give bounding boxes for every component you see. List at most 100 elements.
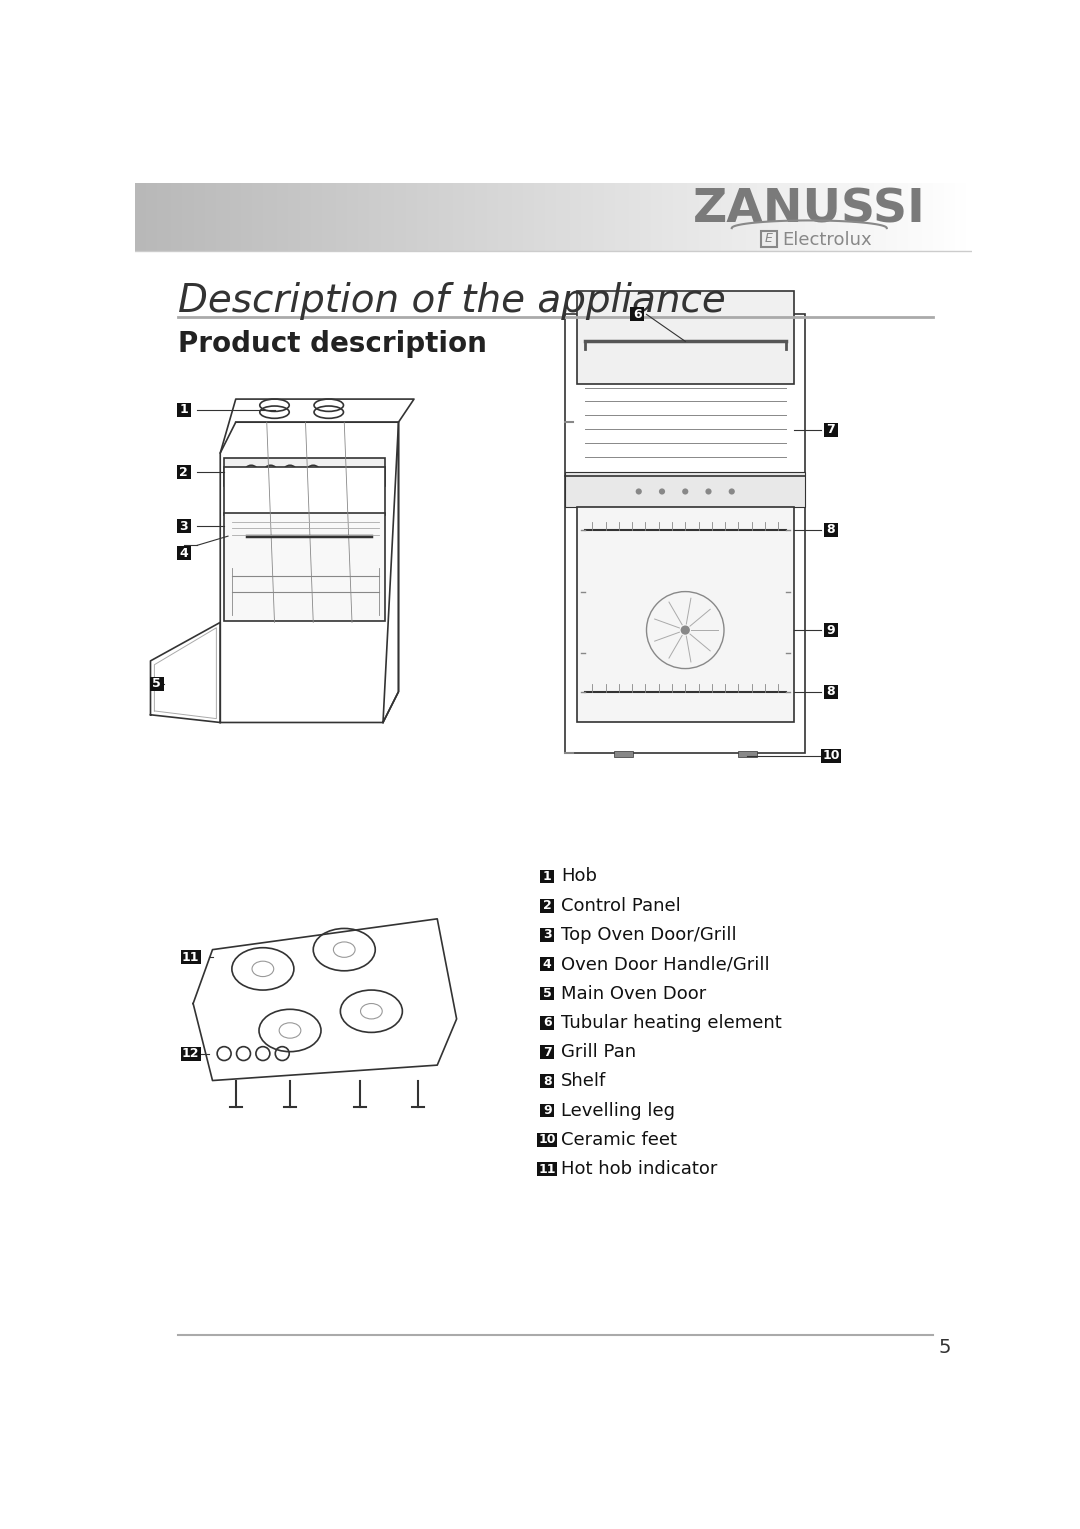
Bar	[158, 183, 161, 251]
Bar	[771, 183, 774, 251]
Bar	[230, 183, 233, 251]
Bar	[299, 183, 302, 251]
Bar	[350, 183, 353, 251]
Bar	[914, 183, 917, 251]
Bar	[306, 183, 309, 251]
Bar	[347, 183, 350, 251]
Bar	[378, 183, 381, 251]
Bar	[813, 183, 816, 251]
Bar	[579, 183, 582, 251]
Text: 1: 1	[179, 404, 188, 416]
Bar	[623, 183, 626, 251]
FancyBboxPatch shape	[540, 870, 554, 884]
Bar	[258, 183, 261, 251]
Bar	[278, 183, 281, 251]
Bar	[875, 183, 878, 251]
Bar	[495, 183, 498, 251]
Bar	[573, 183, 577, 251]
Bar	[604, 183, 607, 251]
Bar	[657, 183, 660, 251]
FancyBboxPatch shape	[177, 546, 191, 560]
Bar	[512, 183, 515, 251]
Bar	[454, 183, 456, 251]
Bar	[503, 183, 507, 251]
Bar	[160, 183, 163, 251]
Text: 3: 3	[543, 928, 552, 942]
Bar	[718, 183, 721, 251]
Bar	[685, 183, 688, 251]
Circle shape	[680, 625, 690, 635]
FancyBboxPatch shape	[150, 677, 164, 691]
Bar	[835, 183, 838, 251]
Bar	[285, 183, 288, 251]
Bar	[794, 183, 797, 251]
FancyBboxPatch shape	[180, 951, 201, 965]
Text: Oven Door Handle/Grill: Oven Door Handle/Grill	[562, 956, 770, 974]
Bar	[489, 183, 492, 251]
Bar	[375, 183, 378, 251]
Text: Top Oven Door/Grill: Top Oven Door/Grill	[562, 927, 737, 943]
Text: 2: 2	[543, 899, 552, 913]
Bar	[969, 183, 972, 251]
Bar	[667, 183, 671, 251]
Bar	[225, 183, 228, 251]
Bar	[380, 183, 383, 251]
Text: 5: 5	[939, 1338, 951, 1358]
Bar	[662, 183, 665, 251]
Bar	[428, 183, 431, 251]
Text: 11: 11	[539, 1162, 556, 1176]
Bar	[244, 183, 247, 251]
Bar	[766, 183, 769, 251]
Bar	[963, 183, 967, 251]
Bar	[387, 183, 389, 251]
Bar	[419, 183, 422, 251]
Bar	[225, 514, 386, 621]
Bar	[615, 183, 618, 251]
Circle shape	[729, 488, 734, 494]
Bar	[473, 183, 476, 251]
FancyBboxPatch shape	[540, 986, 554, 1000]
FancyBboxPatch shape	[631, 307, 644, 321]
Bar	[205, 183, 208, 251]
Bar	[562, 183, 565, 251]
Bar	[701, 183, 704, 251]
FancyBboxPatch shape	[540, 1104, 554, 1118]
Bar	[746, 183, 750, 251]
Text: Description of the appliance: Description of the appliance	[177, 281, 726, 320]
Bar	[613, 751, 633, 757]
Bar	[345, 183, 348, 251]
Bar	[447, 183, 450, 251]
Bar	[827, 183, 831, 251]
Bar	[882, 183, 886, 251]
Bar	[492, 183, 496, 251]
Bar	[743, 183, 746, 251]
Bar	[815, 183, 819, 251]
Bar	[253, 183, 255, 251]
Bar	[397, 183, 401, 251]
Bar	[408, 183, 411, 251]
Text: Grill Pan: Grill Pan	[562, 1043, 636, 1061]
Text: 8: 8	[826, 685, 835, 699]
Bar	[433, 183, 436, 251]
Bar	[939, 183, 942, 251]
Bar	[629, 183, 632, 251]
Bar	[545, 183, 549, 251]
Text: Hot hob indicator: Hot hob indicator	[562, 1161, 717, 1177]
FancyBboxPatch shape	[537, 1133, 557, 1147]
Bar	[891, 183, 894, 251]
Bar	[470, 183, 473, 251]
Bar	[517, 183, 521, 251]
Bar	[935, 183, 939, 251]
Bar	[475, 183, 478, 251]
Bar	[648, 183, 651, 251]
Bar	[333, 183, 336, 251]
FancyBboxPatch shape	[540, 928, 554, 942]
Bar	[896, 183, 900, 251]
Text: Main Oven Door: Main Oven Door	[562, 985, 706, 1003]
Bar	[406, 183, 409, 251]
Bar	[274, 183, 278, 251]
Bar	[609, 183, 612, 251]
Bar	[768, 183, 771, 251]
Bar	[748, 183, 752, 251]
Bar	[777, 183, 780, 251]
